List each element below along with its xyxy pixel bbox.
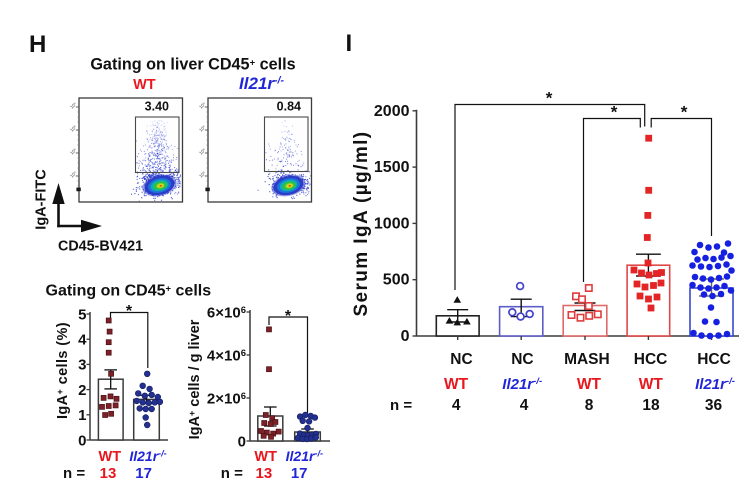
svg-text:NC: NC xyxy=(511,351,533,368)
svg-text:MASH: MASH xyxy=(564,351,610,368)
svg-text:18: 18 xyxy=(642,397,660,414)
svg-text:IgA-FITC: IgA-FITC xyxy=(34,169,50,230)
svg-text:n =: n = xyxy=(221,465,243,482)
svg-text:2: 2 xyxy=(78,382,86,399)
svg-text:6×106: 6×106 xyxy=(207,304,246,321)
svg-text:n =: n = xyxy=(63,465,85,482)
svg-text:Il21r-/-: Il21r-/- xyxy=(129,448,166,464)
svg-text:Gating on liver CD45+ cells: Gating on liver CD45+ cells xyxy=(90,56,295,74)
svg-text:13: 13 xyxy=(100,465,117,482)
svg-text:HCC: HCC xyxy=(634,351,668,368)
svg-text:10s: 10s xyxy=(198,170,207,179)
svg-text:36: 36 xyxy=(705,397,723,414)
svg-text:2000: 2000 xyxy=(374,103,410,120)
svg-text:WT: WT xyxy=(577,376,602,393)
svg-text:10s: 10s xyxy=(198,124,207,133)
svg-text:10s: 10s xyxy=(198,101,207,110)
svg-text:4: 4 xyxy=(78,332,87,349)
svg-text:Il21r-/-: Il21r-/- xyxy=(695,376,735,393)
svg-text:NC: NC xyxy=(450,351,472,368)
svg-text:*: * xyxy=(126,303,133,320)
svg-text:10s: 10s xyxy=(233,203,242,212)
svg-text:WT: WT xyxy=(99,449,122,465)
svg-text:WT: WT xyxy=(133,77,156,93)
svg-text:10s: 10s xyxy=(296,203,305,212)
svg-text:WT: WT xyxy=(639,376,664,393)
svg-text:10s: 10s xyxy=(83,203,92,212)
svg-text:3.40: 3.40 xyxy=(145,100,169,114)
svg-text:IgA+ cells (%): IgA+ cells (%) xyxy=(55,322,71,419)
svg-text:0: 0 xyxy=(238,433,246,450)
svg-text:HCC: HCC xyxy=(697,351,731,368)
svg-text:WT: WT xyxy=(444,376,469,393)
svg-text:Gating on CD45+ cells: Gating on CD45+ cells xyxy=(46,283,212,300)
svg-text:*: * xyxy=(611,103,618,122)
svg-text:10s: 10s xyxy=(69,124,78,133)
svg-text:3: 3 xyxy=(78,357,86,374)
svg-text:17: 17 xyxy=(291,465,308,482)
svg-text:n =: n = xyxy=(390,397,412,414)
svg-text:IgA+ cells / g liver: IgA+ cells / g liver xyxy=(187,319,203,439)
svg-text:17: 17 xyxy=(135,465,152,482)
svg-text:*: * xyxy=(285,308,292,325)
svg-text:4×106: 4×106 xyxy=(207,347,246,364)
svg-text:I: I xyxy=(346,30,353,57)
svg-text:1: 1 xyxy=(78,407,86,424)
svg-text:2×106: 2×106 xyxy=(207,390,246,407)
svg-text:5: 5 xyxy=(78,306,86,323)
svg-text:Il21r-/-: Il21r-/- xyxy=(286,448,323,464)
svg-text:4: 4 xyxy=(520,397,529,414)
svg-text:10s: 10s xyxy=(212,203,221,212)
svg-text:10s: 10s xyxy=(198,147,207,156)
svg-text:10s: 10s xyxy=(69,101,78,110)
svg-text:*: * xyxy=(546,89,553,108)
svg-text:0.84: 0.84 xyxy=(277,100,301,114)
svg-text:CD45-BV421: CD45-BV421 xyxy=(58,239,143,255)
svg-text:10s: 10s xyxy=(125,203,134,212)
svg-text:10s: 10s xyxy=(69,147,78,156)
svg-text:500: 500 xyxy=(383,272,410,289)
svg-text:H: H xyxy=(29,31,46,58)
svg-text:*: * xyxy=(681,103,688,122)
svg-text:10s: 10s xyxy=(104,203,113,212)
svg-text:10s: 10s xyxy=(69,170,78,179)
svg-text:0: 0 xyxy=(401,328,410,345)
svg-text:8: 8 xyxy=(585,397,594,414)
svg-text:Serum IgA (µg/ml): Serum IgA (µg/ml) xyxy=(351,130,372,316)
svg-text:0: 0 xyxy=(78,432,86,449)
svg-text:4: 4 xyxy=(452,397,461,414)
svg-text:1500: 1500 xyxy=(374,159,410,176)
svg-text:Il21r-/-: Il21r-/- xyxy=(239,74,284,93)
svg-text:10s: 10s xyxy=(254,203,263,212)
svg-text:1000: 1000 xyxy=(374,215,410,232)
svg-text:13: 13 xyxy=(256,465,273,482)
svg-text:WT: WT xyxy=(254,449,277,465)
svg-text:10s: 10s xyxy=(167,203,176,212)
svg-text:Il21r-/-: Il21r-/- xyxy=(502,376,542,393)
svg-text:10s: 10s xyxy=(275,203,284,212)
svg-text:10s: 10s xyxy=(146,203,155,212)
